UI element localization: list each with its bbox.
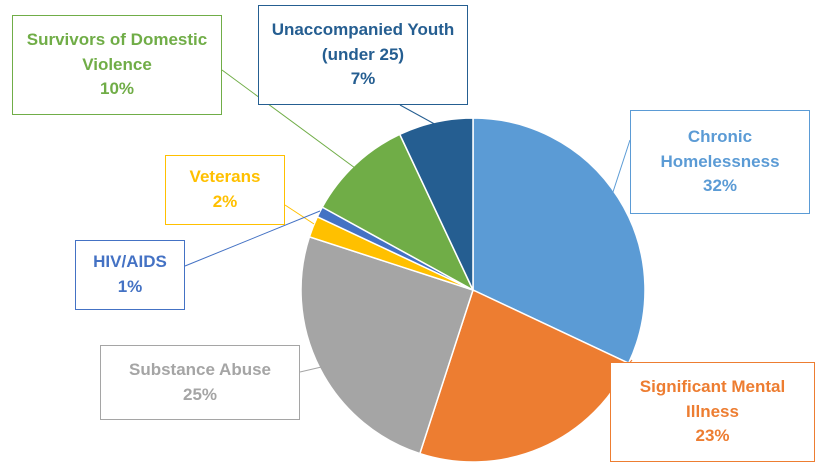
- leader-line: [299, 364, 331, 373]
- category-label: Substance Abuse: [128, 359, 272, 379]
- category-label: Chronic Homelessness: [660, 127, 780, 171]
- pie-slice: [472, 117, 646, 365]
- pie-slice: [398, 117, 474, 291]
- data-callout: Chronic Homelessness 32%: [630, 110, 810, 214]
- data-callout: Survivors of Domestic Violence 10%: [12, 15, 222, 115]
- category-label: Veterans: [189, 167, 261, 187]
- data-callout: Veterans 2%: [165, 155, 285, 225]
- pie-slice: [300, 235, 474, 455]
- leader-line: [284, 204, 315, 225]
- leader-line: [184, 210, 321, 267]
- data-callout: Unaccompanied Youth (under 25) 7%: [258, 5, 468, 105]
- value-label: 1%: [117, 277, 143, 296]
- value-label: 10%: [99, 79, 135, 99]
- value-label: 23%: [695, 426, 730, 446]
- data-callout: HIV/AIDS 1%: [75, 240, 185, 310]
- category-label: Unaccompanied Youth (under 25): [271, 20, 455, 64]
- value-label: 2%: [212, 192, 238, 211]
- leader-line: [221, 69, 356, 169]
- category-label: Survivors of Domestic Violence: [26, 30, 208, 74]
- value-label: 7%: [350, 69, 376, 89]
- data-callout: Substance Abuse 25%: [100, 345, 300, 420]
- category-label: HIV/AIDS: [93, 252, 167, 272]
- leader-line: [399, 104, 441, 128]
- leader-line: [611, 139, 631, 196]
- value-label: 32%: [702, 176, 738, 196]
- category-label: Significant Mental Illness: [639, 377, 786, 421]
- value-label: 25%: [182, 384, 218, 404]
- data-callout: Significant Mental Illness 23%: [610, 362, 815, 462]
- pie-slice: [321, 133, 475, 292]
